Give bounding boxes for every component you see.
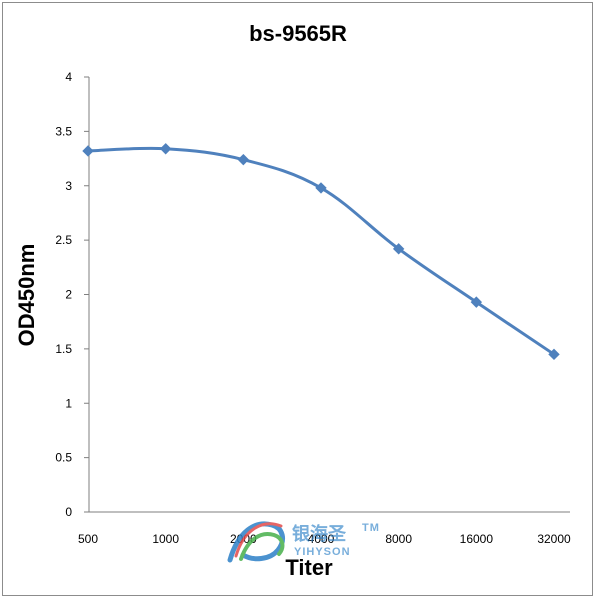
y-tick-label: 2 <box>65 288 72 302</box>
x-tick-label: 16000 <box>460 532 494 546</box>
x-axis-title: Titer <box>285 555 333 580</box>
y-axis-title: OD450nm <box>14 244 39 347</box>
logo-swirl-red <box>234 522 283 558</box>
y-tick-label: 4 <box>65 70 72 84</box>
logo-swirl-green <box>239 532 285 561</box>
watermark-brand-en: YIHYSON <box>294 546 351 558</box>
watermark-logo: 银海圣 TM YIHYSON <box>227 521 380 563</box>
data-point <box>159 143 172 155</box>
y-tick-label: 1.5 <box>55 342 72 356</box>
y-tick-label: 1 <box>65 396 72 410</box>
series-line <box>86 146 556 356</box>
x-tick-label: 8000 <box>385 532 412 546</box>
data-point <box>548 348 560 361</box>
data-point <box>470 296 483 308</box>
series-layer <box>82 143 560 361</box>
data-point <box>237 153 250 166</box>
y-tick-label: 0.5 <box>55 451 72 465</box>
x-tick-label: 4000 <box>308 532 335 546</box>
chart-title: bs-9565R <box>249 21 347 46</box>
y-tick-label: 2.5 <box>55 233 72 247</box>
watermark-brand-cn: 银海圣 <box>292 523 347 545</box>
data-point <box>315 182 327 194</box>
data-point <box>392 243 405 255</box>
y-tick-label: 3 <box>65 179 72 193</box>
y-tick-label: 0 <box>65 505 72 519</box>
x-tick-label: 500 <box>78 532 98 546</box>
logo-swirl-blue <box>227 521 286 563</box>
data-point <box>82 145 94 157</box>
x-tick-label: 1000 <box>152 532 179 546</box>
watermark-tm: TM <box>362 522 380 534</box>
y-axis: 0 0.5 1 1.5 2 2.5 3 3.5 4 <box>55 70 90 519</box>
y-tick-label: 3.5 <box>55 124 72 138</box>
x-tick-label: 32000 <box>537 532 571 546</box>
